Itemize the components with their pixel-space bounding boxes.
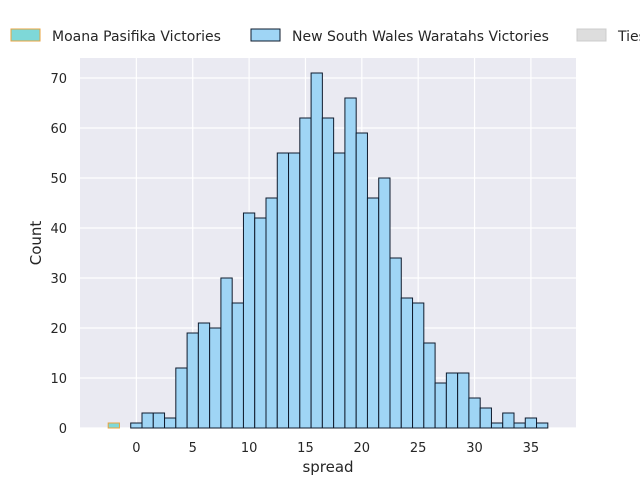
y-tick-label: 50 [50, 172, 67, 187]
bar-series-2 [344, 97, 357, 429]
x-tick-label: 20 [354, 441, 371, 456]
x-tick-label: 25 [410, 441, 427, 456]
bar-series-2 [299, 117, 312, 429]
bar-series-2 [490, 422, 504, 429]
bar-series-2 [175, 367, 188, 429]
bar-series-2 [276, 152, 290, 429]
bar-series-2 [445, 372, 459, 429]
bar-series-2 [265, 197, 278, 429]
legend-label: New South Wales Waratahs Victories [292, 29, 549, 45]
bar-series-2 [366, 197, 380, 429]
x-axis-label: spread [302, 458, 353, 476]
x-tick-label: 30 [466, 441, 483, 456]
legend-swatch [250, 28, 281, 42]
bar-series-2 [423, 342, 436, 429]
y-tick-label: 40 [50, 222, 67, 237]
bar-series-2 [141, 412, 154, 429]
bar-series-2 [186, 332, 199, 429]
bar-series-2 [355, 132, 368, 429]
bar-series-2 [502, 412, 515, 429]
bar-series-2 [457, 372, 470, 429]
bar-series-1 [107, 422, 120, 429]
bar-series-2 [513, 422, 526, 429]
bar-series-2 [333, 152, 346, 429]
x-tick-labels: 0 5 10 15 20 25 30 35 [132, 441, 539, 456]
bar-series-2 [254, 217, 267, 429]
bar-series-2 [536, 422, 549, 429]
bar-series-2 [130, 422, 143, 429]
y-tick-label: 0 [59, 422, 67, 437]
bar-series-2 [479, 407, 492, 429]
bar-series-2 [468, 397, 481, 429]
legend-swatch [10, 28, 41, 42]
bar-series-2 [434, 382, 447, 429]
y-tick-label: 60 [50, 122, 67, 137]
bar-series-2 [310, 72, 323, 429]
bar-series-2 [412, 302, 425, 429]
y-tick-labels: 0 10 20 30 40 50 60 70 [50, 72, 67, 437]
bar-series-2 [378, 177, 391, 429]
bar-series-2 [400, 297, 414, 429]
bar-series-2 [242, 212, 256, 429]
x-tick-label: 0 [132, 441, 140, 456]
bar-series-2 [164, 417, 177, 429]
y-tick-label: 70 [50, 72, 67, 87]
bar-series-2 [389, 257, 402, 429]
bar-series-2 [197, 322, 211, 429]
y-tick-label: 10 [50, 372, 67, 387]
bars [107, 72, 549, 429]
y-tick-label: 30 [50, 272, 67, 287]
legend-label: Moana Pasifika Victories [52, 29, 221, 45]
legend: Moana Pasifika Victories New South Wales … [10, 28, 640, 45]
bar-series-2 [524, 417, 538, 429]
legend-label: Ties [617, 29, 640, 45]
bar-series-2 [220, 277, 233, 429]
y-axis-label: Count [27, 221, 45, 266]
bar-series-2 [288, 152, 301, 429]
x-tick-label: 35 [523, 441, 540, 456]
legend-swatch [576, 28, 607, 42]
bar-series-2 [209, 327, 222, 429]
bar-series-2 [321, 117, 335, 429]
bar-series-2 [152, 412, 166, 429]
x-tick-label: 10 [241, 441, 258, 456]
x-tick-label: 15 [297, 441, 314, 456]
bar-series-2 [231, 302, 244, 429]
x-tick-label: 5 [189, 441, 197, 456]
y-tick-label: 20 [50, 322, 67, 337]
